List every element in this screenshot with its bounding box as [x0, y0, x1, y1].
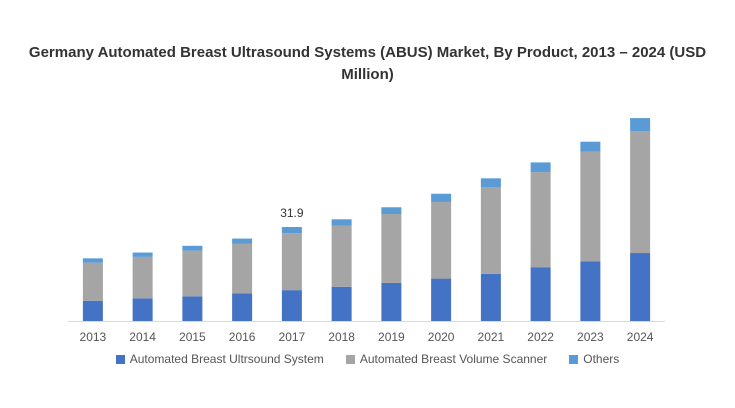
- bar-2013-series-2: [82, 258, 103, 263]
- legend-item-0: Automated Breast Ultrsound System: [115, 352, 324, 366]
- bar-2016-series-1: [232, 243, 253, 294]
- x-tick-label: 2020: [428, 330, 455, 344]
- bar-2018-series-0: [331, 286, 352, 321]
- x-tick-label: 2016: [229, 330, 256, 344]
- bar-2015-series-1: [182, 250, 203, 297]
- bar-2018-series-1: [331, 225, 352, 287]
- bar-2023-series-1: [580, 151, 601, 262]
- x-tick-label: 2018: [328, 330, 355, 344]
- bar-2024-series-1: [630, 131, 651, 254]
- bar-2020-series-2: [431, 193, 452, 202]
- bar-2020-series-0: [431, 278, 452, 321]
- x-tick-label: 2014: [129, 330, 156, 344]
- legend-swatch: [345, 354, 355, 364]
- x-tick-label: 2022: [527, 330, 554, 344]
- bar-2023-series-0: [580, 261, 601, 321]
- bar-2022-series-0: [530, 267, 551, 321]
- x-tick-label: 2024: [627, 330, 654, 344]
- legend-label: Others: [583, 352, 620, 366]
- bar-2015-series-2: [182, 245, 203, 251]
- data-label: 31.9: [280, 206, 304, 220]
- bar-2015-series-0: [182, 296, 203, 321]
- bar-2021-series-1: [480, 187, 501, 274]
- bar-2017-series-1: [281, 233, 302, 291]
- bar-2021-series-2: [480, 178, 501, 188]
- bar-2019-series-0: [381, 282, 402, 321]
- chart-legend: Automated Breast Ultrsound System Automat…: [0, 352, 735, 366]
- x-tick-label: 2023: [577, 330, 604, 344]
- bar-2019-series-1: [381, 213, 402, 283]
- x-tick-label: 2015: [179, 330, 206, 344]
- bar-2013-series-0: [82, 300, 103, 321]
- legend-item-2: Others: [569, 352, 619, 366]
- bar-2014-series-0: [132, 298, 153, 321]
- bar-2022-series-2: [530, 162, 551, 173]
- legend-label: Automated Breast Ultrsound System: [129, 352, 324, 366]
- bar-2018-series-2: [331, 219, 352, 226]
- bar-2022-series-1: [530, 172, 551, 268]
- bar-2017-series-2: [281, 227, 302, 234]
- bar-2020-series-1: [431, 201, 452, 279]
- x-tick-label: 2013: [80, 330, 107, 344]
- bar-2016-series-2: [232, 238, 253, 244]
- bar-2021-series-0: [480, 273, 501, 321]
- bar-2016-series-0: [232, 293, 253, 321]
- chart-title: Germany Automated Breast Ultrasound Syst…: [28, 44, 707, 83]
- bar-2023-series-2: [580, 141, 601, 152]
- legend-swatch: [115, 354, 125, 364]
- bar-2017-series-0: [281, 290, 302, 321]
- x-tick-label: 2019: [378, 330, 405, 344]
- bar-2019-series-2: [381, 207, 402, 214]
- bar-2024-series-2: [630, 118, 651, 132]
- x-tick-label: 2017: [279, 330, 306, 344]
- x-tick-label: 2021: [478, 330, 505, 344]
- legend-swatch: [569, 354, 579, 364]
- bar-2013-series-1: [82, 262, 103, 301]
- legend-label: Automated Breast Volume Scanner: [359, 352, 548, 366]
- legend-item-1: Automated Breast Volume Scanner: [345, 352, 548, 366]
- bar-2014-series-1: [132, 256, 153, 299]
- bar-2024-series-0: [630, 253, 651, 321]
- bar-2014-series-2: [132, 252, 153, 257]
